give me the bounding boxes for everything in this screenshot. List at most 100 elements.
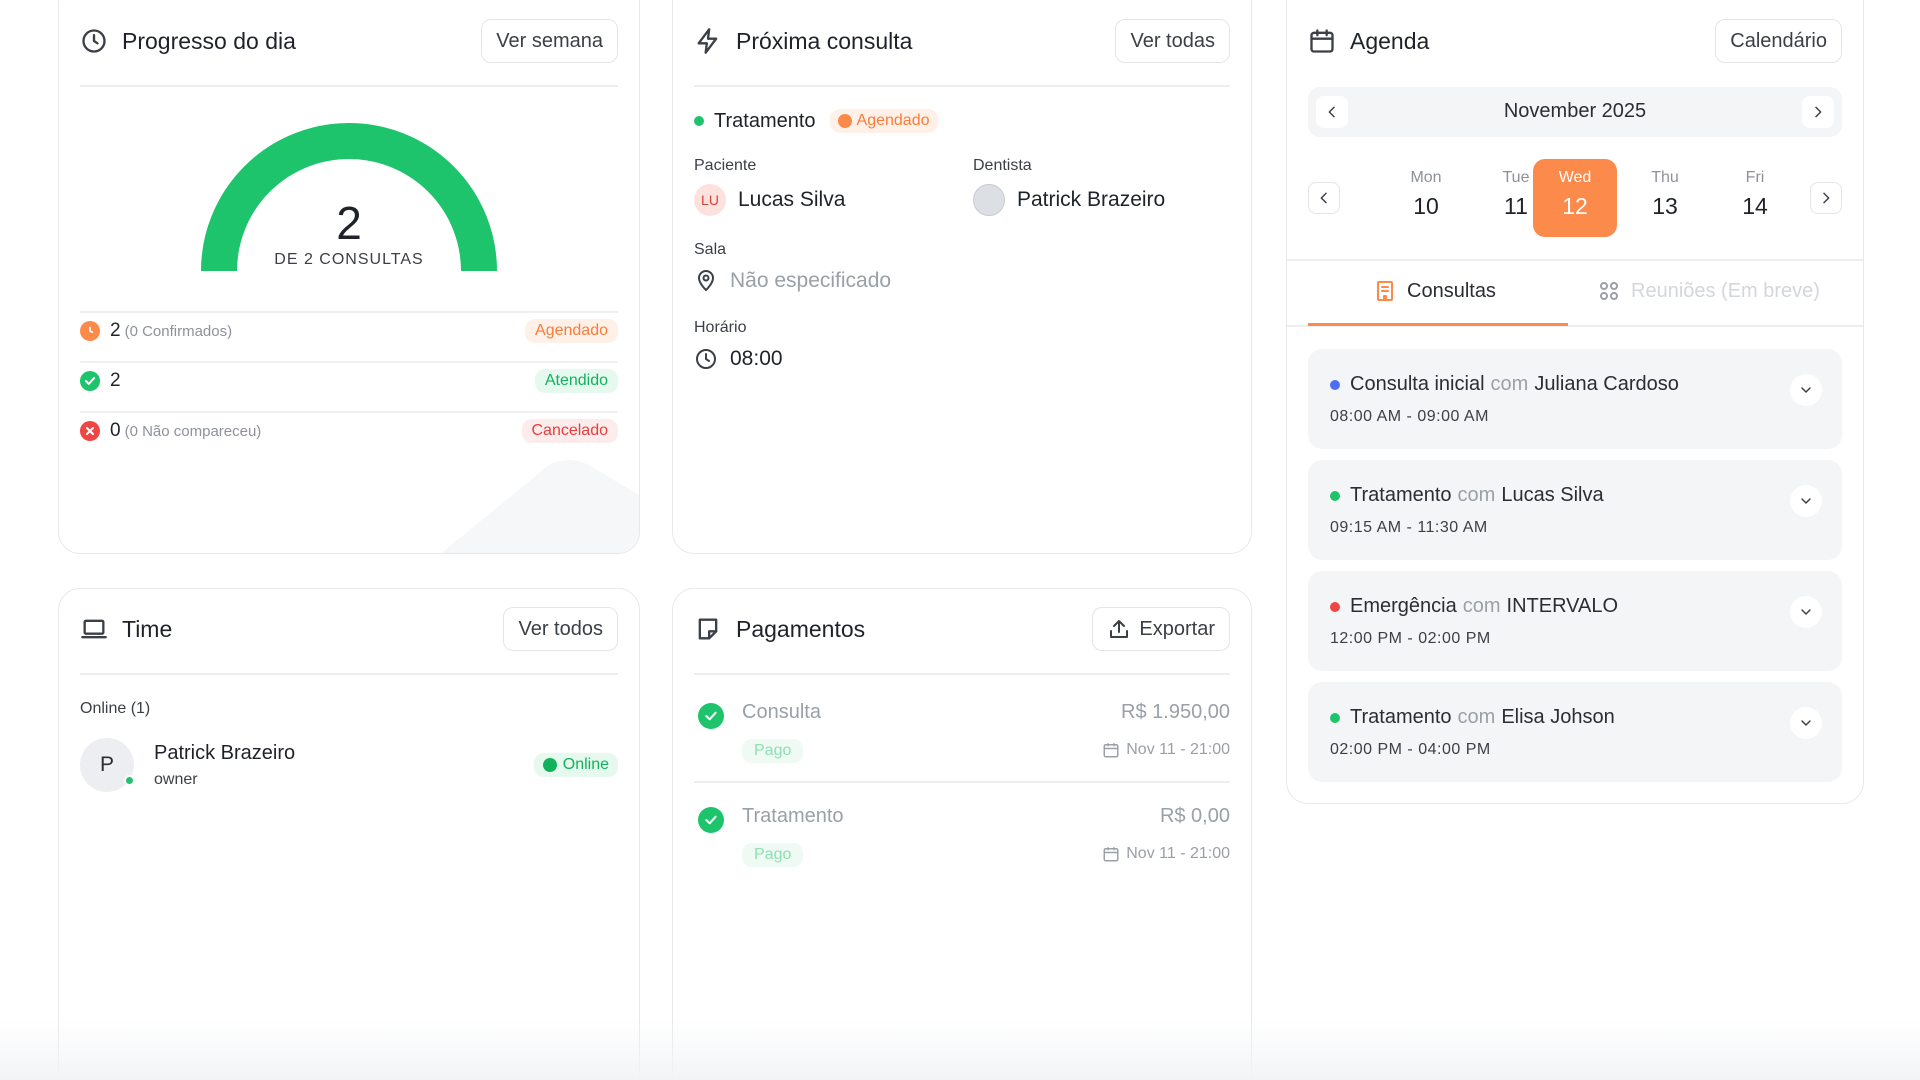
appointment-connector: com [1462, 595, 1501, 617]
appointment-item[interactable]: Tratamento com Lucas Silva 09:15 AM - 11… [1308, 460, 1842, 560]
status-badge: Agendado [829, 109, 938, 133]
chevron-down-icon [1801, 498, 1811, 504]
day-name: Tue [1502, 169, 1530, 186]
divider [80, 85, 618, 87]
calendar-button[interactable]: Calendário [1715, 19, 1842, 63]
payment-date-text: Nov 11 - 21:00 [1126, 741, 1230, 758]
decorative-shape [441, 460, 639, 553]
day-number: 10 [1413, 193, 1439, 219]
status-badge-attended: Atendido [534, 369, 618, 393]
progress-title: Progresso do dia [122, 27, 296, 54]
status-badge: Online [533, 753, 618, 777]
next-title: Próxima consulta [736, 27, 913, 54]
clock-icon [80, 321, 100, 341]
stat-row-scheduled: 2 (0 Confirmados) Agendado [80, 311, 618, 343]
next-month-button[interactable] [1802, 96, 1834, 128]
appointment-item[interactable]: Tratamento com Elisa Johson 02:00 PM - 0… [1308, 682, 1842, 782]
clock-icon [696, 349, 716, 369]
status-dot [1330, 601, 1340, 612]
day-name: Thu [1651, 169, 1679, 186]
appointment-type: Tratamento [1350, 706, 1452, 728]
expand-button[interactable] [1790, 707, 1822, 739]
stat-count: 2 [110, 370, 121, 391]
payment-item[interactable]: Tratamento Pago R$ 0,00 Nov 11 - 21:00 [694, 785, 1230, 881]
gauge-fill [201, 123, 497, 272]
stat-row-cancelled: 0 (0 Não compareceu) Cancelado [80, 411, 618, 443]
appointment-item[interactable]: Emergência com INTERVALO 12:00 PM - 02:0… [1308, 571, 1842, 671]
avatar: LU [694, 184, 726, 216]
divider [694, 673, 1230, 675]
member-role: owner [154, 770, 198, 788]
export-button[interactable]: Exportar [1092, 607, 1230, 651]
lightning-icon [697, 28, 718, 54]
next-days-button[interactable] [1810, 182, 1842, 214]
status-badge-label: Online [562, 756, 609, 773]
note-icon [698, 618, 718, 640]
online-indicator [124, 775, 135, 786]
bottom-fade [0, 1020, 1920, 1080]
appointment-item[interactable]: Consulta inicial com Juliana Cardoso 08:… [1308, 349, 1842, 449]
day-number: 11 [1504, 193, 1528, 219]
appointment-connector: com [1457, 484, 1496, 506]
day-tue[interactable]: Tue 11 [1474, 159, 1558, 237]
appointment-time: 12:00 PM - 02:00 PM [1330, 630, 1491, 647]
chevron-down-icon [1801, 609, 1811, 615]
chevron-left-icon [1328, 106, 1335, 118]
team-member[interactable]: P Patrick Brazeiro owner Online [80, 735, 618, 795]
tabs-underline [1287, 325, 1863, 327]
day-wed-selected[interactable]: Wed 12 [1533, 159, 1617, 237]
day-thu[interactable]: Thu 13 [1623, 159, 1707, 237]
payment-amount: R$ 1.950,00 [1121, 701, 1230, 723]
appointment-patient: INTERVALO [1506, 595, 1619, 617]
payment-item[interactable]: Consulta Pago R$ 1.950,00 Nov 11 - 21:00 [694, 681, 1230, 777]
chevron-down-icon [1801, 387, 1811, 393]
day-fri[interactable]: Fri 14 [1713, 159, 1797, 237]
payments-title: Pagamentos [736, 615, 866, 642]
day-number: 14 [1742, 193, 1768, 219]
appointment-time: 09:15 AM - 11:30 AM [1330, 519, 1488, 536]
online-label: Online (1) [80, 700, 151, 717]
appointment-time: 08:00 AM - 09:00 AM [1330, 408, 1489, 425]
payment-date: Nov 11 - 21:00 [1102, 741, 1230, 759]
divider [1287, 259, 1863, 261]
check-icon [80, 371, 100, 391]
patient-name[interactable]: Lucas Silva [738, 188, 846, 211]
agenda-card: Agenda Calendário November 2025 Mon 10 T… [1286, 0, 1864, 804]
room-value: Não especificado [694, 269, 891, 293]
view-all-button[interactable]: Ver todas [1115, 19, 1230, 63]
appointment-connector: com [1457, 706, 1496, 728]
expand-button[interactable] [1790, 596, 1822, 628]
day-number: 12 [1562, 193, 1588, 219]
tab-consultas[interactable]: Consultas [1373, 279, 1496, 303]
view-week-button[interactable]: Ver semana [481, 19, 618, 63]
calendar-icon [1103, 847, 1119, 862]
payments-card: Pagamentos Exportar Consulta Pago R$ 1.9… [672, 588, 1252, 1080]
chevron-right-icon [1823, 192, 1830, 204]
team-card: Time Ver todos Online (1) P Patrick Braz… [58, 588, 640, 1080]
status-dot [1330, 490, 1340, 501]
prev-days-button[interactable] [1308, 182, 1340, 214]
export-label: Exportar [1139, 617, 1215, 640]
gauge-label: DE 2 CONSULTAS [274, 251, 424, 268]
member-name: Patrick Brazeiro [154, 741, 296, 764]
expand-button[interactable] [1790, 485, 1822, 517]
status-dot [1330, 379, 1340, 390]
prev-month-button[interactable] [1316, 96, 1348, 128]
appointment-type: Consulta inicial [1350, 373, 1485, 395]
time-label: Horário [694, 319, 747, 336]
tab-consultas-label: Consultas [1407, 279, 1496, 302]
expand-button[interactable] [1790, 374, 1822, 406]
stat-sub: (0 Não compareceu) [124, 422, 262, 440]
next-appointment-card: Próxima consulta Ver todas Tratamento Ag… [672, 0, 1252, 554]
stat-count: 2 [110, 320, 121, 341]
month-label: November 2025 [1503, 100, 1647, 122]
tab-active-indicator [1308, 323, 1568, 326]
payment-date: Nov 11 - 21:00 [1102, 845, 1230, 863]
dentist-name[interactable]: Patrick Brazeiro [1017, 188, 1166, 211]
appointment-type-label: Tratamento [714, 109, 816, 132]
tab-meetings[interactable]: Reuniões (Em breve) [1597, 279, 1820, 303]
view-all-team-button[interactable]: Ver todos [503, 607, 618, 651]
laptop-icon [81, 619, 107, 639]
day-mon[interactable]: Mon 10 [1384, 159, 1468, 237]
appointment-type: Emergência [1350, 595, 1457, 617]
